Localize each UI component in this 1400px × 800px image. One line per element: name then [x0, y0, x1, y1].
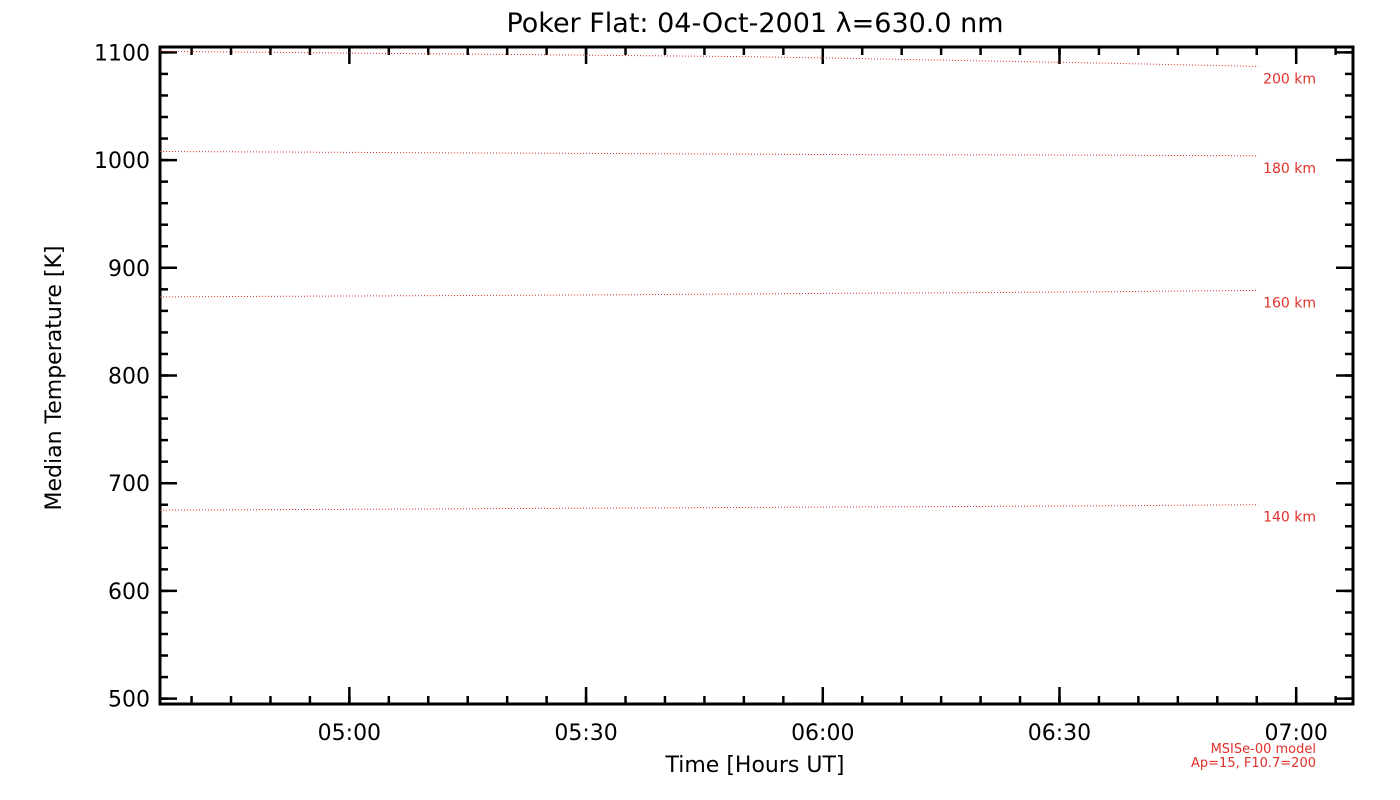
x-tick-label: 06:30 [1028, 721, 1091, 746]
series-label-200-km: 200 km [1263, 71, 1316, 87]
x-tick-label: 07:00 [1264, 721, 1327, 746]
y-axis: 500 600 700 800 900 1000 1100 [94, 41, 1353, 713]
y-tick-label: 900 [108, 257, 150, 282]
x-tick-label: 05:00 [318, 721, 381, 746]
y-tick-label: 500 [108, 688, 150, 713]
y-tick-label: 1000 [94, 149, 150, 174]
series-label-140-km: 140 km [1263, 510, 1316, 526]
x-axis-label: Time [Hours UT] [665, 753, 845, 778]
series-label-180-km: 180 km [1263, 161, 1316, 177]
x-axis: 05:00 05:30 06:00 06:30 07:00 [190, 47, 1337, 746]
params-note: Ap=15, F10.7=200 [1191, 756, 1316, 771]
series-line-160-km [159, 289, 1259, 298]
plot-frame [158, 45, 1355, 706]
model-note: MSISe-00 model [1211, 742, 1316, 757]
series-label-160-km: 160 km [1263, 295, 1316, 311]
plot-area [158, 45, 1355, 706]
y-tick-label: 1100 [94, 41, 150, 66]
series-line-200-km [159, 50, 1259, 67]
y-tick-label: 700 [108, 472, 150, 497]
chart-title: Poker Flat: 04-Oct-2001 λ=630.0 nm [506, 8, 1003, 39]
y-tick-label: 800 [108, 365, 150, 390]
x-tick-label: 05:30 [554, 721, 617, 746]
series-line-180-km [159, 151, 1259, 157]
series-lines: 200 km 180 km 160 km 140 km [159, 50, 1316, 526]
y-tick-label: 600 [108, 580, 150, 605]
y-axis-label: Median Temperature [K] [42, 246, 67, 511]
series-line-140-km [159, 504, 1259, 511]
x-tick-label: 06:00 [791, 721, 854, 746]
